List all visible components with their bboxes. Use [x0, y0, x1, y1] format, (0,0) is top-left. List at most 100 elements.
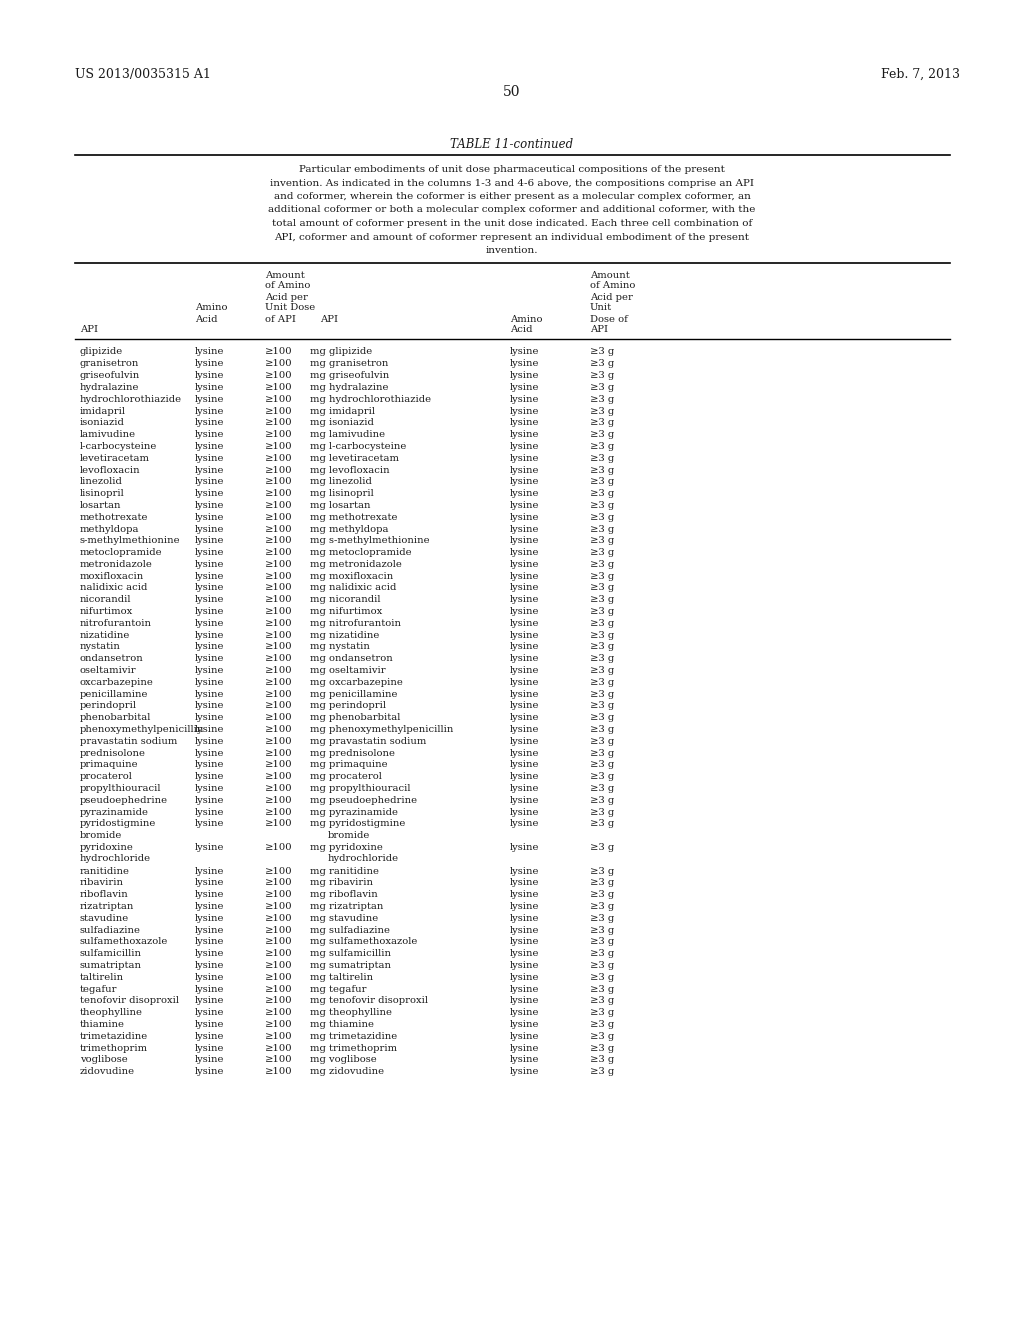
Text: lysine: lysine — [195, 678, 224, 686]
Text: ≥3 g: ≥3 g — [590, 359, 614, 368]
Text: metoclopramide: metoclopramide — [80, 548, 163, 557]
Text: ≥100: ≥100 — [265, 572, 293, 581]
Text: ≥100: ≥100 — [265, 347, 293, 356]
Text: ≥100: ≥100 — [265, 1008, 293, 1018]
Text: mg taltirelin: mg taltirelin — [310, 973, 373, 982]
Text: ≥100: ≥100 — [265, 737, 293, 746]
Text: lysine: lysine — [510, 583, 540, 593]
Text: Unit: Unit — [590, 304, 612, 313]
Text: lysine: lysine — [195, 772, 224, 781]
Text: ranitidine: ranitidine — [80, 867, 130, 875]
Text: phenobarbital: phenobarbital — [80, 713, 152, 722]
Text: lysine: lysine — [510, 490, 540, 498]
Text: ≥100: ≥100 — [265, 560, 293, 569]
Text: ≥100: ≥100 — [265, 961, 293, 970]
Text: ≥100: ≥100 — [265, 973, 293, 982]
Text: mg lamivudine: mg lamivudine — [310, 430, 385, 440]
Text: ≥3 g: ≥3 g — [590, 701, 614, 710]
Text: mg methotrexate: mg methotrexate — [310, 512, 397, 521]
Text: ≥3 g: ≥3 g — [590, 867, 614, 875]
Text: lysine: lysine — [510, 454, 540, 463]
Text: ≥100: ≥100 — [265, 619, 293, 628]
Text: lysine: lysine — [195, 1044, 224, 1052]
Text: ≥100: ≥100 — [265, 418, 293, 428]
Text: lysine: lysine — [195, 395, 224, 404]
Text: griseofulvin: griseofulvin — [80, 371, 140, 380]
Text: lysine: lysine — [510, 478, 540, 486]
Text: mg nystatin: mg nystatin — [310, 643, 370, 652]
Text: primaquine: primaquine — [80, 760, 138, 770]
Text: lysine: lysine — [510, 395, 540, 404]
Text: ≥3 g: ≥3 g — [590, 1020, 614, 1030]
Text: mg nalidixic acid: mg nalidixic acid — [310, 583, 396, 593]
Text: ≥100: ≥100 — [265, 478, 293, 486]
Text: lysine: lysine — [510, 997, 540, 1006]
Text: lysine: lysine — [510, 524, 540, 533]
Text: mg primaquine: mg primaquine — [310, 760, 388, 770]
Text: ≥100: ≥100 — [265, 371, 293, 380]
Text: mg metronidazole: mg metronidazole — [310, 560, 401, 569]
Text: mg methyldopa: mg methyldopa — [310, 524, 388, 533]
Text: lysine: lysine — [195, 985, 224, 994]
Text: ≥3 g: ≥3 g — [590, 607, 614, 616]
Text: lysine: lysine — [510, 548, 540, 557]
Text: lysine: lysine — [510, 595, 540, 605]
Text: ≥100: ≥100 — [265, 949, 293, 958]
Text: lysine: lysine — [195, 961, 224, 970]
Text: propylthiouracil: propylthiouracil — [80, 784, 162, 793]
Text: ≥100: ≥100 — [265, 383, 293, 392]
Text: lysine: lysine — [195, 949, 224, 958]
Text: ≥3 g: ≥3 g — [590, 961, 614, 970]
Text: ≥100: ≥100 — [265, 454, 293, 463]
Text: hydrochlorothiazide: hydrochlorothiazide — [80, 395, 182, 404]
Text: ≥3 g: ≥3 g — [590, 548, 614, 557]
Text: ≥3 g: ≥3 g — [590, 949, 614, 958]
Text: lysine: lysine — [195, 667, 224, 675]
Text: ≥100: ≥100 — [265, 890, 293, 899]
Text: s-methylmethionine: s-methylmethionine — [80, 536, 180, 545]
Text: mg riboflavin: mg riboflavin — [310, 890, 378, 899]
Text: mg nitrofurantoin: mg nitrofurantoin — [310, 619, 401, 628]
Text: ≥3 g: ≥3 g — [590, 784, 614, 793]
Text: ≥100: ≥100 — [265, 725, 293, 734]
Text: lysine: lysine — [195, 796, 224, 805]
Text: ≥3 g: ≥3 g — [590, 902, 614, 911]
Text: ≥3 g: ≥3 g — [590, 937, 614, 946]
Text: lysine: lysine — [195, 1056, 224, 1064]
Text: mg perindopril: mg perindopril — [310, 701, 386, 710]
Text: mg s-methylmethionine: mg s-methylmethionine — [310, 536, 430, 545]
Text: granisetron: granisetron — [80, 359, 139, 368]
Text: ≥100: ≥100 — [265, 655, 293, 663]
Text: API: API — [80, 326, 98, 334]
Text: voglibose: voglibose — [80, 1056, 128, 1064]
Text: lysine: lysine — [195, 442, 224, 451]
Text: lysine: lysine — [195, 536, 224, 545]
Text: pravastatin sodium: pravastatin sodium — [80, 737, 177, 746]
Text: total amount of coformer present in the unit dose indicated. Each three cell com: total amount of coformer present in the … — [272, 219, 752, 228]
Text: lysine: lysine — [510, 1032, 540, 1041]
Text: lysine: lysine — [510, 466, 540, 474]
Text: lysine: lysine — [510, 772, 540, 781]
Text: mg isoniazid: mg isoniazid — [310, 418, 374, 428]
Text: nalidixic acid: nalidixic acid — [80, 583, 147, 593]
Text: lysine: lysine — [195, 500, 224, 510]
Text: mg thiamine: mg thiamine — [310, 1020, 374, 1030]
Text: Amino: Amino — [195, 304, 227, 313]
Text: ≥100: ≥100 — [265, 925, 293, 935]
Text: ≥100: ≥100 — [265, 512, 293, 521]
Text: ≥100: ≥100 — [265, 490, 293, 498]
Text: lysine: lysine — [195, 902, 224, 911]
Text: mg pravastatin sodium: mg pravastatin sodium — [310, 737, 426, 746]
Text: lysine: lysine — [510, 1020, 540, 1030]
Text: l-carbocysteine: l-carbocysteine — [80, 442, 158, 451]
Text: ≥3 g: ≥3 g — [590, 430, 614, 440]
Text: lysine: lysine — [510, 913, 540, 923]
Text: thiamine: thiamine — [80, 1020, 125, 1030]
Text: lysine: lysine — [510, 418, 540, 428]
Text: lysine: lysine — [195, 583, 224, 593]
Text: Particular embodiments of unit dose pharmaceutical compositions of the present: Particular embodiments of unit dose phar… — [299, 165, 725, 174]
Text: ≥100: ≥100 — [265, 1056, 293, 1064]
Text: Unit Dose: Unit Dose — [265, 304, 315, 313]
Text: mg procaterol: mg procaterol — [310, 772, 382, 781]
Text: lysine: lysine — [510, 1068, 540, 1076]
